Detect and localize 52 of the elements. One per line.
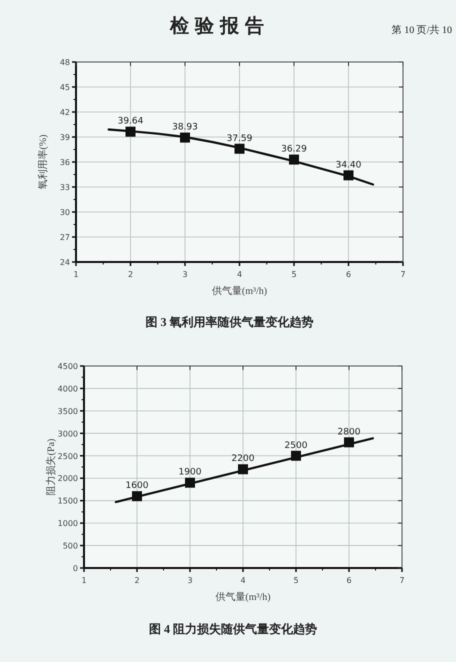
y-tick-label: 500: [62, 542, 78, 551]
data-label: 39.64: [118, 116, 144, 127]
y-tick-label: 1500: [58, 496, 78, 506]
data-label: 37.59: [226, 134, 253, 144]
x-tick-label: 2: [134, 576, 140, 585]
data-label: 38.93: [172, 122, 198, 133]
x-tick-label: 1: [73, 270, 79, 279]
x-tick-label: 4: [236, 270, 242, 279]
data-label: 1600: [126, 481, 149, 492]
y-tick-label: 24: [60, 258, 70, 267]
text: 第 10 页/共 10: [392, 24, 452, 36]
y-axis-title: 阻力损失(Pa): [45, 438, 57, 496]
x-tick-label: 2: [128, 270, 134, 279]
x-tick-label: 5: [291, 270, 297, 279]
y-tick-label: 3500: [58, 406, 78, 416]
y-tick-label: 45: [60, 83, 70, 92]
data-label: 2800: [338, 427, 361, 438]
y-tick-label: 1000: [58, 519, 78, 528]
x-axis-title: 供气量(m³/h): [212, 285, 268, 297]
y-tick-label: 2500: [58, 452, 78, 461]
text: 图 4 阻力损失随供气量变化趋势: [149, 622, 317, 636]
x-tick-label: 7: [400, 270, 406, 279]
y-tick-label: 33: [60, 183, 70, 192]
y-tick-label: 36: [60, 158, 70, 167]
y-tick-label: 4500: [58, 362, 78, 371]
y-tick-label: 30: [60, 208, 70, 217]
y-tick-label: 39: [60, 133, 70, 142]
y-axis-title: 氧利用率(%): [37, 134, 49, 190]
x-tick-label: 6: [346, 576, 352, 585]
y-tick-label: 42: [60, 108, 70, 117]
y-tick-label: 4000: [58, 384, 78, 394]
x-tick-label: 7: [399, 576, 405, 585]
y-tick-label: 48: [60, 58, 70, 67]
line-series: [108, 128, 374, 186]
data-label: 36.29: [281, 144, 308, 155]
data-label: 1900: [178, 468, 202, 478]
data-label: 2500: [284, 440, 308, 451]
x-axis-title: 供气量(m³/h): [215, 591, 271, 603]
x-tick-label: 3: [187, 576, 193, 585]
x-tick-label: 3: [182, 270, 188, 279]
x-tick-label: 5: [293, 576, 299, 585]
data-label: 34.40: [336, 160, 362, 170]
y-tick-label: 27: [60, 233, 70, 242]
x-tick-label: 4: [240, 576, 246, 585]
y-tick-label: 0: [72, 564, 78, 573]
text: 检验报告: [169, 15, 270, 37]
x-tick-label: 1: [81, 576, 87, 585]
text: 图 3 氧利用率随供气量变化趋势: [146, 315, 314, 329]
y-tick-label: 3000: [58, 429, 78, 438]
x-tick-label: 6: [346, 270, 352, 279]
data-label: 2200: [232, 454, 255, 464]
y-tick-label: 2000: [58, 474, 78, 484]
